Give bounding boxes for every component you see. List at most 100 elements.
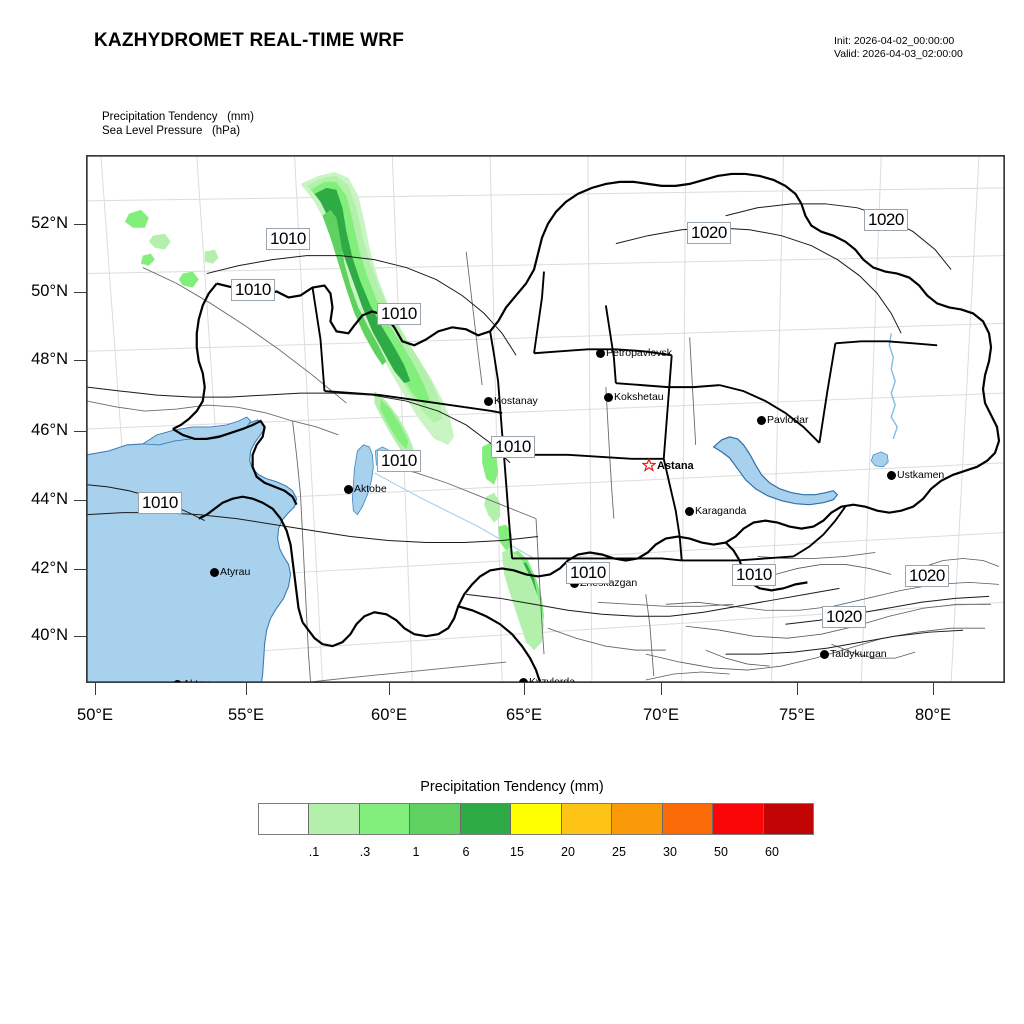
- kz-border-caspian-coast: [172, 419, 298, 506]
- y-axis-tick: [74, 360, 86, 361]
- isobar-1010-far-south: [466, 587, 840, 617]
- isobar-layer: [87, 203, 990, 655]
- city-marker-petropavlovsk[interactable]: Petropavlovsk: [596, 347, 672, 359]
- city-marker-astana[interactable]: Astana: [641, 457, 694, 473]
- y-axis-label: 48°N: [31, 350, 68, 368]
- isobar-1010-mid: [87, 386, 511, 464]
- city-marker-kokshetau[interactable]: Kokshetau: [604, 391, 664, 403]
- city-label: Pavlodar: [767, 414, 809, 426]
- colorbar-tick-label: 20: [561, 845, 575, 859]
- city-marker-aktobe[interactable]: Aktobe: [344, 483, 387, 495]
- y-axis-tick: [74, 569, 86, 570]
- city-dot-icon: [757, 415, 766, 425]
- precip-cell-nw-5: [140, 253, 155, 266]
- isobar-label: 1010: [377, 303, 421, 325]
- precip-band-inner-streak: [322, 209, 387, 366]
- lake-balkhash: [712, 436, 839, 506]
- aral-sea-west: [351, 444, 374, 516]
- caspian-north-shelf: [141, 416, 252, 446]
- precip-cell-kyzylorda-2: [484, 492, 501, 523]
- x-axis-label: 75°E: [779, 706, 815, 724]
- y-axis-label: 42°N: [31, 559, 68, 577]
- city-label: Kostanay: [494, 395, 538, 407]
- lake-alakol: [870, 451, 889, 468]
- x-axis-tick: [246, 683, 247, 695]
- precip-cell-nw-1: [124, 209, 149, 228]
- colorbar-tick-label: 50: [714, 845, 728, 859]
- init-time-label: Init: 2026-04-02_00:00:00: [834, 35, 955, 47]
- colorbar-tick-label: 60: [765, 845, 779, 859]
- field-caption-line-1: Precipitation Tendency (mm): [102, 111, 254, 123]
- city-label: Astana: [657, 460, 694, 472]
- colorbar-cell-2: [359, 804, 411, 834]
- x-axis-label: 55°E: [228, 706, 264, 724]
- city-dot-icon: [820, 649, 829, 659]
- city-marker-kyzylorda[interactable]: Kyzylorda: [519, 676, 576, 683]
- precip-tail-south-core: [380, 399, 409, 449]
- city-dot-icon: [173, 679, 182, 682]
- colorbar-cell-5: [511, 804, 562, 834]
- city-label: Aktau: [183, 678, 210, 682]
- city-marker-ustkamen[interactable]: Ustkamen: [887, 469, 944, 481]
- city-marker-taldykurgan[interactable]: Taldykurgan: [820, 648, 887, 660]
- city-marker-karaganda[interactable]: Karaganda: [685, 505, 746, 517]
- page-title: KAZHYDROMET REAL-TIME WRF: [94, 30, 405, 51]
- field-caption: Precipitation Tendency (mm) Sea Level Pr…: [102, 110, 254, 138]
- caspian-sea: [87, 419, 298, 682]
- isobar-1010-north: [206, 255, 517, 356]
- isobar-1020-southeast: [785, 595, 990, 625]
- city-marker-aktau[interactable]: Aktau: [173, 678, 210, 682]
- colorbar[interactable]: [258, 803, 814, 835]
- x-axis-tick: [933, 683, 934, 695]
- x-axis-label: 80°E: [915, 706, 951, 724]
- x-axis-tick: [661, 683, 662, 695]
- y-axis-label: 46°N: [31, 421, 68, 439]
- y-axis-tick: [74, 636, 86, 637]
- x-axis-label: 60°E: [371, 706, 407, 724]
- y-axis-tick: [74, 292, 86, 293]
- colorbar-cell-9: [713, 804, 764, 834]
- isobar-1020-northeast: [615, 227, 902, 334]
- water-layer: [87, 333, 898, 682]
- isobar-label: 1020: [687, 222, 731, 244]
- precip-cell-nw-4: [204, 249, 219, 264]
- colorbar-cell-6: [561, 804, 613, 834]
- city-dot-icon: [210, 567, 219, 577]
- colorbar-cell-3: [410, 804, 461, 834]
- x-axis-tick: [524, 683, 525, 695]
- colorbar-cell-8: [662, 804, 714, 834]
- y-axis-label: 44°N: [31, 490, 68, 508]
- y-axis-tick: [74, 500, 86, 501]
- irtysh-river: [888, 333, 898, 440]
- valid-time-label: Valid: 2026-04-03_02:00:00: [834, 48, 963, 60]
- city-label: Karaganda: [695, 505, 747, 517]
- colorbar-cell-4: [460, 804, 512, 834]
- x-axis-tick: [797, 683, 798, 695]
- city-marker-kostanay[interactable]: Kostanay: [484, 395, 538, 407]
- run-info: Init: 2026-04-02_00:00:00 Valid: 2026-04…: [834, 35, 963, 61]
- isobar-label: 1010: [266, 228, 310, 250]
- colorbar-cell-1: [309, 804, 360, 834]
- colorbar-cell-7: [612, 804, 663, 834]
- city-marker-atyrau[interactable]: Atyrau: [210, 566, 250, 578]
- kz-border-southwest: [198, 495, 304, 623]
- y-axis-tick: [74, 224, 86, 225]
- graticule-layer: [87, 156, 1004, 682]
- x-axis-label: 70°E: [643, 706, 679, 724]
- city-label: Kyzylorda: [529, 676, 576, 683]
- city-dot-icon: [484, 396, 493, 406]
- colorbar-tick-label: .3: [359, 845, 371, 859]
- isobar-label: 1020: [905, 565, 949, 587]
- y-axis-label: 52°N: [31, 214, 68, 232]
- isobar-1020-south-edge: [725, 629, 964, 655]
- isobar-label: 1010: [231, 279, 275, 301]
- map-plot-area[interactable]: Petropavlovsk Kostanay Kokshetau Pavloda…: [86, 155, 1005, 683]
- national-border-layer: [172, 172, 1001, 682]
- isobar-label: 1020: [822, 606, 866, 628]
- kz-border-south-central: [457, 605, 542, 682]
- city-label: Aktobe: [354, 483, 387, 495]
- city-label: Ustkamen: [897, 469, 945, 481]
- city-marker-pavlodar[interactable]: Pavlodar: [757, 414, 808, 426]
- city-dot-icon: [685, 506, 694, 516]
- precip-band-tienshan-light: [502, 548, 545, 651]
